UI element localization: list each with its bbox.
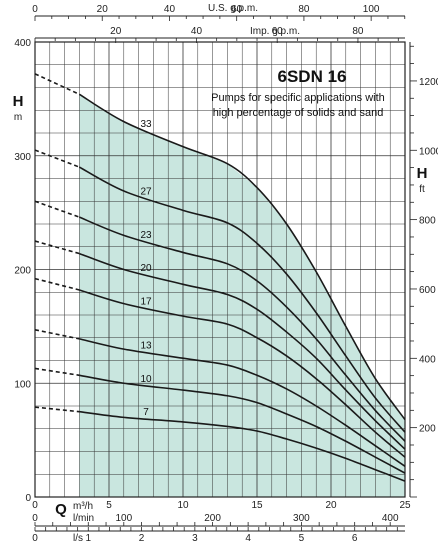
series-17-dashed-extension — [34, 277, 80, 291]
y-left-tick-label: 300 — [14, 152, 31, 163]
series-10-dashed-extension — [34, 367, 80, 377]
y-right-tick-label: 200 — [419, 424, 436, 435]
series-20-label: 20 — [140, 263, 152, 274]
y-left-tick-label: 0 — [25, 493, 31, 504]
series-27-dashed-extension — [34, 149, 80, 168]
series-20-dashed-extension — [34, 240, 80, 255]
x-2-tick-label: 20 — [97, 4, 109, 15]
x-1-tick-label: 1 — [86, 533, 92, 544]
series-27-curve — [79, 166, 406, 433]
x-1-tick-label: 2 — [139, 533, 145, 544]
series-27-label: 27 — [140, 186, 152, 197]
x-1-tick-label: 5 — [299, 533, 305, 544]
y-right-unit: ft — [419, 184, 425, 195]
x-usgpm-unit: U.S. g.p.m. — [208, 3, 258, 14]
x-1-tick-label: 3 — [192, 533, 198, 544]
x-0-tick-label: 0 — [32, 513, 38, 524]
series-7-label: 7 — [143, 407, 149, 418]
y-left-tick-label: 200 — [14, 266, 31, 277]
series-23-curve — [79, 216, 406, 442]
x-0-tick-label: 100 — [115, 513, 132, 524]
series-20-curve — [79, 252, 406, 450]
x-2-tick-label: 80 — [298, 4, 310, 15]
y-right-tick-label: 600 — [419, 285, 436, 296]
x-0-tick-label: 300 — [293, 513, 310, 524]
series-23-label: 23 — [140, 230, 152, 241]
chart-title: 6SDN 16 — [278, 67, 347, 86]
x-0-tick-label: 400 — [382, 513, 399, 524]
series-33-label: 33 — [140, 119, 152, 130]
x-3-tick-label: 60 — [272, 26, 284, 37]
x-2-tick-label: 100 — [363, 4, 380, 15]
x-1-tick-label: 6 — [352, 533, 358, 544]
x-2-tick-label: 60 — [231, 4, 243, 15]
y-right-tick-label: 800 — [419, 216, 436, 227]
series-7-dashed-extension — [34, 406, 80, 413]
series-10-curve — [79, 374, 406, 474]
series-33-curve — [78, 93, 406, 421]
x-3-tick-label: 80 — [352, 26, 364, 37]
y-right-label: H — [417, 165, 428, 182]
plot-frame — [34, 41, 406, 498]
series-33-dashed-extension — [34, 73, 80, 96]
x-ls-unit: l/s — [73, 533, 83, 544]
x-primary-tick-label: 10 — [177, 500, 189, 511]
series-17-curve — [79, 289, 406, 458]
series-13-label: 13 — [140, 341, 152, 352]
y-right-tick-label: 1000 — [419, 146, 438, 157]
chart-subtitle-line-1: Pumps for specific applications with — [211, 92, 385, 104]
x-m3h-unit: m³/h — [73, 501, 93, 512]
x-0-tick-label: 200 — [204, 513, 221, 524]
x-3-tick-label: 20 — [110, 26, 122, 37]
y-left-label: H — [13, 93, 24, 110]
x-2-tick-label: 0 — [32, 4, 38, 15]
y-right-tick-label: 400 — [419, 354, 436, 365]
x-3-tick-label: 40 — [191, 26, 203, 37]
series-13-dashed-extension — [34, 329, 80, 340]
x-primary-tick-label: 0 — [32, 500, 38, 511]
series-7-curve — [79, 410, 406, 482]
series-17-label: 17 — [140, 296, 152, 307]
x-2-tick-label: 40 — [164, 4, 176, 15]
x-1-tick-label: 4 — [245, 533, 251, 544]
chart-subtitle-line-2: high percentage of solids and sand — [213, 107, 384, 119]
x-impgpm-unit: Imp. g.p.m. — [250, 26, 300, 37]
x-primary-tick-label: 5 — [106, 500, 112, 511]
x-primary-tick-label: 25 — [399, 500, 411, 511]
x-primary-tick-label: 15 — [251, 500, 263, 511]
x-lmin-unit: l/min — [73, 513, 94, 524]
y-left-tick-label: 100 — [14, 379, 31, 390]
x-q-label: Q — [55, 501, 67, 518]
y-left-tick-label: 400 — [14, 38, 31, 49]
series-10-label: 10 — [140, 374, 152, 385]
x-primary-tick-label: 20 — [325, 500, 337, 511]
x-1-tick-label: 0 — [32, 533, 38, 544]
y-left-unit: m — [14, 112, 22, 123]
series-13-curve — [79, 338, 406, 467]
series-23-dashed-extension — [34, 200, 80, 218]
